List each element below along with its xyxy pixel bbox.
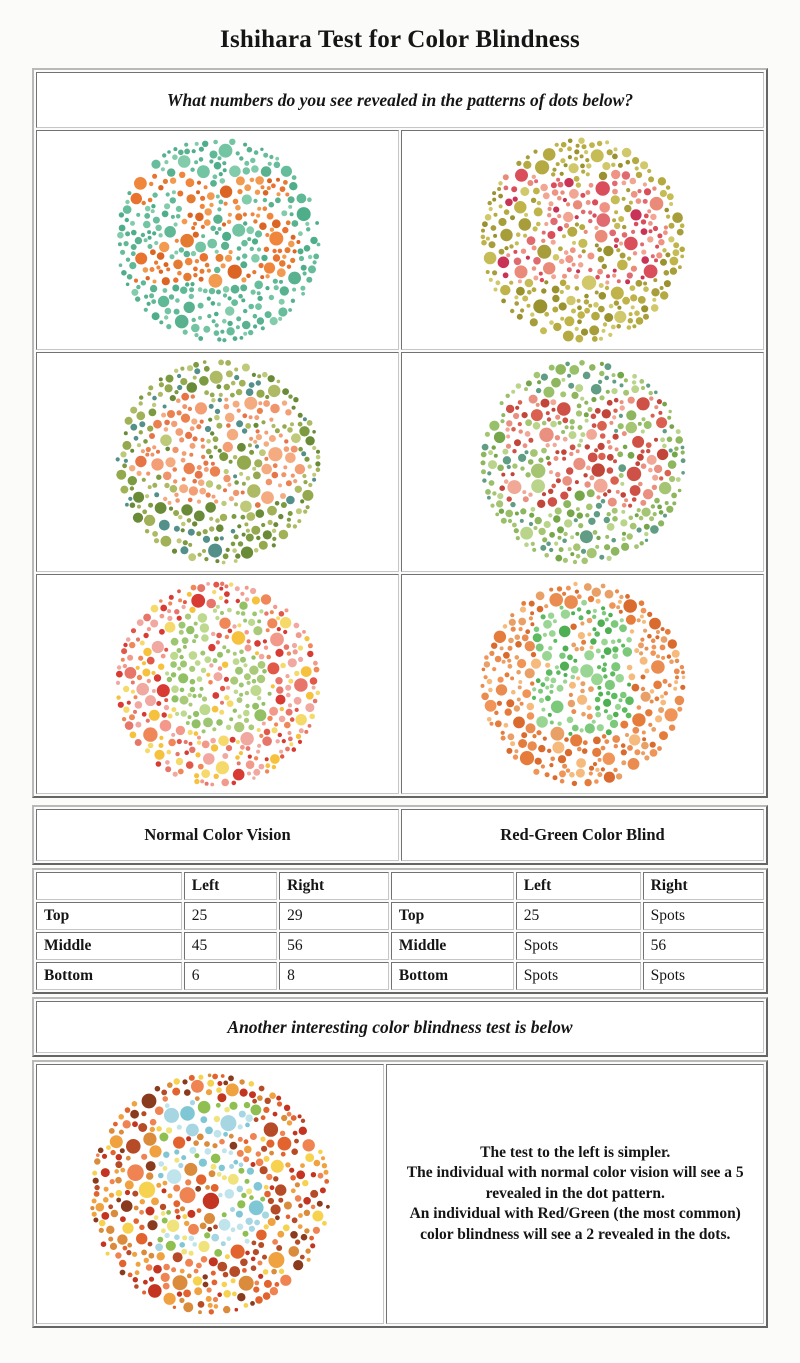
plate-row-middle bbox=[36, 352, 764, 572]
row-label: Top bbox=[390, 902, 514, 930]
normal-right-column-header: Right bbox=[279, 872, 389, 900]
result-value: 8 bbox=[279, 962, 389, 990]
result-value: Spots bbox=[642, 902, 764, 930]
ishihara-plate-45 bbox=[115, 359, 320, 565]
bonus-explanation: The test to the left is simpler. The ind… bbox=[386, 1064, 764, 1324]
result-value: 25 bbox=[515, 902, 641, 930]
ishihara-plate-8 bbox=[480, 581, 685, 787]
bonus-plate-cell bbox=[36, 1064, 385, 1324]
plate-cell-middle-right bbox=[401, 352, 764, 572]
result-value: 29 bbox=[279, 902, 389, 930]
result-value: Spots bbox=[515, 962, 641, 990]
vision-header-row: Normal Color Vision Red-Green Color Blin… bbox=[36, 809, 764, 861]
bonus-table: The test to the left is simpler. The ind… bbox=[32, 1060, 768, 1328]
result-value: Spots bbox=[642, 962, 764, 990]
bonus-explanation-line2: The individual with normal color vision … bbox=[406, 1164, 744, 1202]
ishihara-plate-6 bbox=[115, 581, 320, 787]
bonus-explanation-line1: The test to the left is simpler. bbox=[480, 1143, 671, 1161]
plate-cell-bottom-right bbox=[401, 574, 764, 794]
vision-header-table: Normal Color Vision Red-Green Color Blin… bbox=[32, 805, 768, 865]
colorblind-left-column-header: Left bbox=[515, 872, 641, 900]
ishihara-plate-25 bbox=[116, 138, 320, 343]
results-row-middle: Middle 45 56 Middle Spots 56 bbox=[36, 932, 764, 960]
bonus-explanation-line3: An individual with Red/Green (the most c… bbox=[409, 1205, 741, 1243]
normal-corner-cell bbox=[36, 872, 182, 900]
result-value: Spots bbox=[515, 932, 641, 960]
another-test-row: Another interesting color blindness test… bbox=[36, 1001, 764, 1053]
results-row-bottom: Bottom 6 8 Bottom Spots Spots bbox=[36, 962, 764, 990]
row-label: Top bbox=[36, 902, 182, 930]
another-test-table: Another interesting color blindness test… bbox=[32, 997, 768, 1057]
ishihara-plate-29 bbox=[480, 137, 685, 343]
result-value: 45 bbox=[183, 932, 278, 960]
plate-row-bottom bbox=[36, 574, 764, 794]
plate-cell-top-left bbox=[36, 130, 399, 350]
normal-vision-header: Normal Color Vision bbox=[36, 809, 399, 861]
result-value: 56 bbox=[279, 932, 389, 960]
plates-table: What numbers do you see revealed in the … bbox=[32, 68, 768, 798]
result-value: 6 bbox=[183, 962, 278, 990]
plate-cell-top-right bbox=[401, 130, 764, 350]
ishihara-plate-5 bbox=[90, 1073, 331, 1315]
plate-cell-bottom-left bbox=[36, 574, 399, 794]
page-title: Ishihara Test for Color Blindness bbox=[220, 26, 580, 53]
row-label: Middle bbox=[36, 932, 182, 960]
result-value: 56 bbox=[642, 932, 764, 960]
results-row-top: Top 25 29 Top 25 Spots bbox=[36, 902, 764, 930]
plate-cell-middle-left bbox=[36, 352, 399, 572]
colorblind-right-column-header: Right bbox=[642, 872, 764, 900]
question-banner: What numbers do you see revealed in the … bbox=[36, 72, 764, 128]
normal-left-column-header: Left bbox=[183, 872, 278, 900]
row-label: Bottom bbox=[36, 962, 182, 990]
colorblind-header: Red-Green Color Blind bbox=[401, 809, 764, 861]
colorblind-corner-cell bbox=[390, 872, 514, 900]
row-label: Middle bbox=[390, 932, 514, 960]
bonus-row: The test to the left is simpler. The ind… bbox=[36, 1064, 764, 1324]
results-column-header-row: Left Right Left Right bbox=[36, 872, 764, 900]
plate-row-top bbox=[36, 130, 764, 350]
results-table: Left Right Left Right Top 25 29 Top 25 S… bbox=[32, 868, 768, 994]
another-test-banner: Another interesting color blindness test… bbox=[36, 1001, 764, 1053]
question-row: What numbers do you see revealed in the … bbox=[36, 72, 764, 128]
row-label: Bottom bbox=[390, 962, 514, 990]
result-value: 25 bbox=[183, 902, 278, 930]
ishihara-plate-56 bbox=[480, 360, 685, 565]
